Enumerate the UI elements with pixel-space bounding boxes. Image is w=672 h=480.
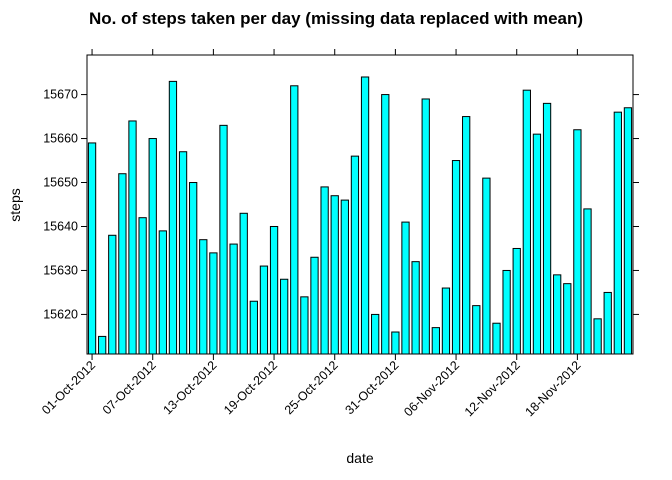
bar — [300, 296, 309, 355]
bar — [563, 283, 572, 355]
bar — [209, 252, 218, 355]
bar — [320, 186, 329, 355]
bar — [118, 173, 127, 355]
bar — [269, 225, 279, 355]
bar — [542, 102, 552, 355]
y-tick-label: 15630 — [43, 263, 78, 277]
bar — [168, 80, 178, 355]
y-tick-label: 15660 — [43, 132, 78, 146]
bar — [219, 124, 228, 355]
x-tick-label: 19-Oct-2012 — [221, 358, 280, 417]
bar — [381, 94, 390, 355]
bar — [290, 85, 299, 355]
bars-group — [87, 76, 633, 355]
bar — [462, 116, 471, 355]
x-axis-label: date — [346, 450, 373, 466]
x-tick-label: 06-Nov-2012 — [401, 358, 462, 419]
bar — [340, 199, 349, 355]
bar — [199, 239, 208, 355]
bar — [259, 265, 269, 355]
bar — [128, 120, 137, 355]
bar — [310, 256, 319, 355]
bar — [239, 212, 248, 355]
bar — [411, 261, 420, 355]
x-tick-label: 01-Oct-2012 — [39, 358, 98, 417]
bar — [189, 182, 198, 355]
bar — [108, 234, 117, 355]
bar — [593, 318, 602, 355]
bar — [229, 243, 238, 355]
bar — [391, 331, 400, 355]
bar — [522, 89, 531, 355]
bar — [482, 177, 491, 355]
bar — [371, 313, 380, 355]
chart-title: No. of steps taken per day (missing data… — [89, 9, 583, 28]
bar — [492, 322, 501, 355]
y-tick-label: 15640 — [43, 219, 78, 233]
bar — [280, 278, 289, 355]
bar — [360, 76, 370, 355]
x-tick-label: 31-Oct-2012 — [342, 358, 401, 417]
bar — [532, 133, 542, 355]
y-tick-label: 15670 — [43, 88, 78, 102]
bar — [87, 142, 97, 355]
bar — [148, 138, 157, 355]
bar — [431, 327, 440, 355]
bar — [603, 291, 612, 355]
bar — [613, 111, 622, 355]
bar — [158, 230, 167, 355]
bar — [472, 305, 481, 355]
bar — [98, 335, 107, 355]
bar — [138, 217, 147, 355]
bar — [623, 107, 633, 355]
bar — [249, 300, 258, 355]
x-tick-label: 13-Oct-2012 — [160, 358, 219, 417]
bar — [512, 247, 521, 355]
plot-frame — [86, 54, 634, 355]
bar — [441, 287, 451, 355]
bar — [178, 151, 188, 355]
y-tick-label: 15620 — [43, 307, 78, 321]
x-tick-label: 12-Nov-2012 — [462, 358, 523, 419]
bar — [553, 274, 562, 355]
bar — [421, 98, 430, 355]
y-axis-label: steps — [7, 188, 23, 221]
x-tick-label: 07-Oct-2012 — [100, 358, 159, 417]
x-tick-label: 18-Nov-2012 — [523, 358, 584, 419]
bar — [502, 269, 511, 355]
y-axis: 15620 15630 15640 15650 15660 15670 — [43, 88, 639, 321]
bar — [451, 160, 461, 355]
x-tick-label: 25-Oct-2012 — [282, 358, 341, 417]
bar — [401, 221, 410, 355]
bar — [350, 155, 360, 355]
bar — [573, 129, 582, 355]
bar — [330, 195, 339, 355]
y-tick-label: 15650 — [43, 176, 78, 190]
bar — [583, 208, 592, 355]
